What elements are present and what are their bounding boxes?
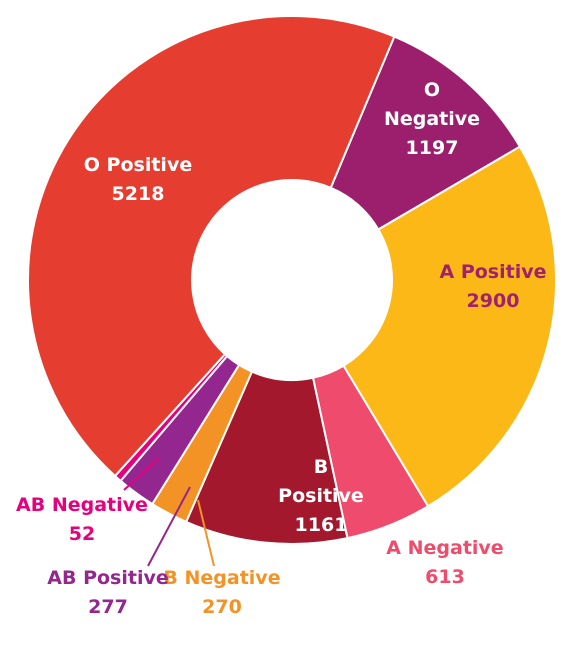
slice: [27, 15, 396, 478]
slice-label: AB Positive 277: [28, 564, 188, 622]
slice-label: AB Negative 52: [2, 491, 162, 549]
leader-line: [123, 456, 161, 491]
slice: [342, 145, 557, 508]
category-name: A Positive: [439, 261, 547, 283]
value-label: 270: [202, 596, 242, 618]
value-label: 1161: [294, 514, 348, 536]
value-label: 5218: [111, 183, 165, 205]
slice-label: B Positive 1161: [271, 453, 371, 540]
slice: [329, 35, 522, 231]
slice: [184, 370, 349, 545]
category-name: O Negative: [383, 79, 481, 130]
leader-line: [197, 499, 215, 567]
value-label: 2900: [466, 290, 520, 312]
value-label: 1197: [405, 137, 459, 159]
value-label: 613: [425, 566, 465, 588]
category-name: B Positive: [278, 456, 364, 507]
category-name: A Negative: [386, 537, 504, 559]
value-label: 277: [88, 596, 128, 618]
value-label: 52: [68, 523, 96, 545]
category-name: AB Negative: [16, 494, 148, 516]
slice-label: O Positive 5218: [58, 151, 218, 209]
category-name: B Negative: [163, 567, 281, 589]
slice-label: A Positive 2900: [423, 258, 563, 316]
category-name: O Positive: [83, 154, 193, 176]
slice-label: A Negative 613: [365, 534, 525, 592]
slice-label: B Negative 270: [162, 564, 282, 622]
category-name: AB Positive: [47, 567, 169, 589]
leader-line: [147, 486, 191, 567]
slice-label: O Negative 1197: [377, 76, 487, 163]
